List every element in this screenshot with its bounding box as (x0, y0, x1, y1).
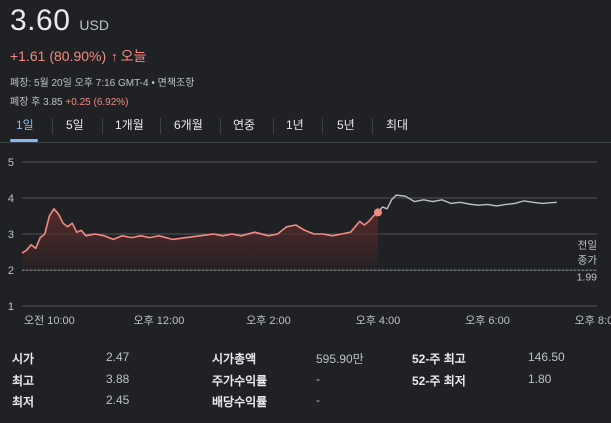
stat-dividend-label: 배당수익률 (212, 395, 268, 409)
x-tick-label: 오후 6:00 (465, 314, 510, 327)
tab-1d[interactable]: 1일 (16, 118, 34, 132)
x-tick-label: 오후 8:00 (575, 314, 611, 327)
stat-52w-low-label: 52-주 최저 (412, 374, 466, 388)
tab-separator (273, 118, 274, 134)
y-tick-label: 3 (8, 229, 14, 241)
tab-ytd[interactable]: 연중 (233, 118, 256, 132)
tab-5y[interactable]: 5년 (337, 118, 355, 132)
after-hours-price: 폐장 후 3.85 (10, 97, 63, 108)
currency-code: USD (79, 17, 109, 33)
y-tick-label: 5 (8, 157, 14, 169)
after-hours-info: 폐장 후 3.85 +0.25 (6.92%) (10, 93, 129, 108)
current-price: 3.60 (10, 4, 71, 37)
tab-6m[interactable]: 6개월 (174, 118, 203, 132)
y-tick-label: 4 (8, 193, 14, 205)
prev-close-label: 종가 (578, 254, 598, 266)
tab-separator (372, 118, 373, 134)
x-tick-label: 오후 12:00 (133, 314, 184, 327)
close-info: 폐장: 5월 20일 오후 7:16 GMT-4 • 면책조항 (10, 78, 195, 89)
tab-5d[interactable]: 5일 (66, 118, 84, 132)
y-tick-label: 2 (8, 265, 14, 277)
tab-max[interactable]: 최대 (386, 118, 409, 132)
active-tab-indicator (10, 139, 38, 142)
stat-mktcap-value: 595.90만 (316, 352, 364, 366)
regular-session-line (21, 208, 379, 254)
prev-close-label: 전일 (578, 238, 597, 251)
price-row: 3.60 USD (10, 4, 109, 38)
tab-1y[interactable]: 1년 (286, 118, 304, 132)
stat-open-value: 2.47 (106, 350, 130, 364)
close-marker (373, 208, 382, 217)
tab-separator (220, 118, 221, 134)
up-arrow-icon: ↑ (111, 48, 118, 64)
stat-pe-label: 주가수익률 (212, 374, 268, 388)
stat-52w-low-value: 1.80 (528, 372, 552, 386)
stat-high-label: 최고 (12, 374, 35, 388)
change-row: +1.61 (80.90%) ↑ 오늘 (10, 46, 146, 66)
tab-1m[interactable]: 1개월 (115, 118, 144, 132)
after-hours-change: +0.25 (6.92%) (65, 97, 129, 108)
tab-separator (322, 118, 323, 134)
range-tabs: 1일 5일 1개월 6개월 연중 1년 5년 최대 (10, 116, 430, 142)
tab-separator (102, 118, 103, 134)
price-change: +1.61 (80.90%) (10, 48, 107, 64)
y-tick-label: 1 (8, 301, 14, 313)
stat-pe-value: - (316, 372, 320, 386)
stat-low-value: 2.45 (106, 393, 130, 407)
stat-52w-high-label: 52-주 최고 (412, 352, 466, 366)
stat-low-label: 최저 (12, 395, 35, 409)
stat-52w-high-value: 146.50 (528, 350, 565, 364)
x-tick-label: 오후 2:00 (246, 314, 291, 327)
after-hours-line (377, 194, 557, 213)
stat-high-value: 3.88 (106, 372, 130, 386)
stat-open-label: 시가 (12, 352, 35, 366)
regular-session-area (22, 208, 378, 271)
stat-dividend-value: - (316, 393, 320, 407)
stat-mktcap-label: 시가총액 (212, 352, 257, 366)
x-tick-label: 오후 4:00 (356, 314, 401, 327)
tab-separator (52, 118, 53, 134)
period-label: 오늘 (120, 48, 147, 64)
prev-close-value: 1.99 (577, 271, 598, 283)
x-tick-label: 오전 10:00 (24, 314, 75, 327)
tab-separator (160, 118, 161, 134)
tabs-divider (0, 142, 611, 143)
